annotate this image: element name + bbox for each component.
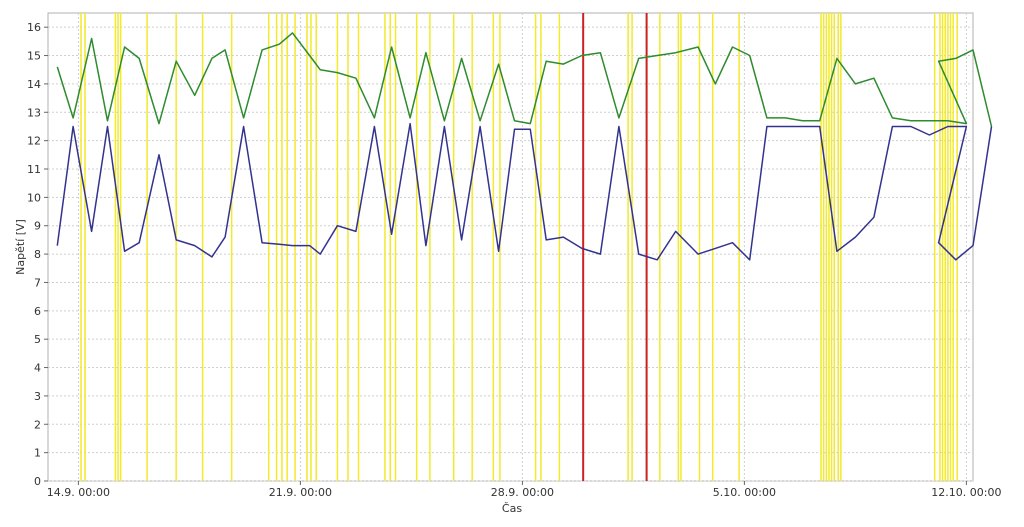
y-tick-label: 6 bbox=[34, 305, 41, 318]
y-axis-label: Napětí [V] bbox=[14, 219, 27, 275]
x-tick-label: 5.10. 00:00 bbox=[713, 486, 776, 499]
y-tick-label: 13 bbox=[27, 106, 41, 119]
x-axis-label: Čas bbox=[502, 502, 522, 515]
y-tick-label: 3 bbox=[34, 390, 41, 403]
series-line-2 bbox=[56, 122, 993, 261]
x-tick-label: 21.9. 00:00 bbox=[269, 486, 332, 499]
x-tick-label: 14.9. 00:00 bbox=[47, 486, 110, 499]
y-tick-label: 11 bbox=[27, 163, 41, 176]
event-markers bbox=[80, 13, 958, 481]
series-lines bbox=[56, 32, 993, 261]
x-tick-label: 28.9. 00:00 bbox=[491, 486, 554, 499]
y-tick-label: 15 bbox=[27, 50, 41, 63]
grid bbox=[48, 13, 973, 482]
y-tick-label: 12 bbox=[27, 135, 41, 148]
y-tick-label: 2 bbox=[34, 418, 41, 431]
y-tick-label: 8 bbox=[34, 248, 41, 261]
x-tick-label: 12.10. 00:00 bbox=[931, 486, 1001, 499]
y-tick-label: 0 bbox=[34, 475, 41, 488]
y-tick-label: 9 bbox=[34, 220, 41, 233]
y-tick-label: 7 bbox=[34, 276, 41, 289]
y-tick-label: 16 bbox=[27, 21, 41, 34]
y-tick-label: 5 bbox=[34, 333, 41, 346]
series-line-1 bbox=[56, 32, 993, 127]
y-tick-label: 1 bbox=[34, 447, 41, 460]
y-tick-label: 10 bbox=[27, 191, 41, 204]
y-tick-label: 4 bbox=[34, 362, 41, 375]
y-tick-label: 14 bbox=[27, 78, 41, 91]
